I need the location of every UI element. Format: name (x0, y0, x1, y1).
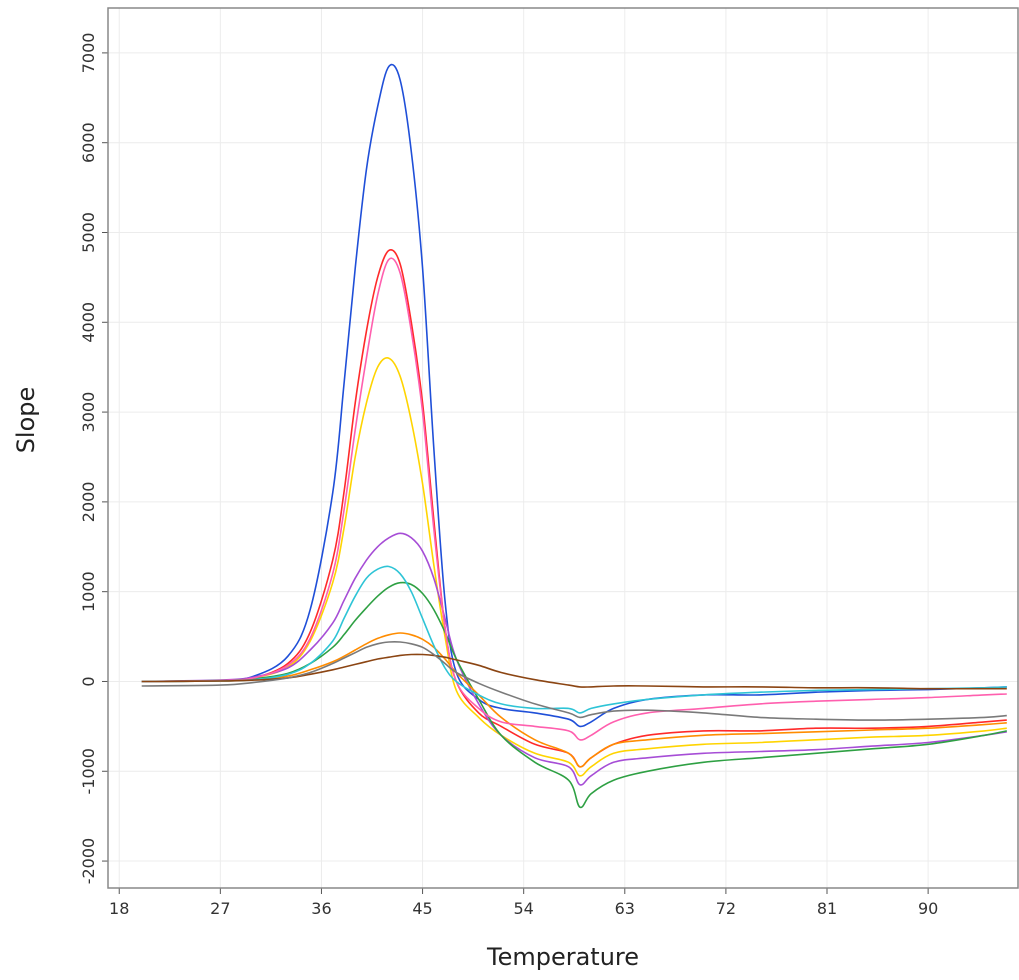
y-tick-label: 0 (79, 676, 98, 686)
y-axis-title: Slope (12, 387, 40, 454)
x-tick-label: 72 (716, 899, 736, 918)
series-line (141, 653, 1007, 690)
plot-area-frame (107, 7, 1019, 889)
series-line (141, 640, 1007, 721)
x-tick-label: 36 (311, 899, 331, 918)
y-tick-label: -2000 (79, 838, 98, 885)
grid-layer (102, 8, 1018, 894)
x-tick-label: 63 (615, 899, 635, 918)
y-tick-label: 2000 (79, 482, 98, 523)
y-tick-label: -1000 (79, 748, 98, 795)
series-line (141, 532, 1007, 786)
y-tick-labels: -2000 -1000 0 1000 2000 3000 4000 5000 6000 7000 (79, 33, 98, 885)
y-tick-label: 4000 (79, 302, 98, 343)
series-line (141, 565, 1007, 714)
x-tick-label: 54 (513, 899, 533, 918)
x-tick-label: 45 (412, 899, 432, 918)
y-tick-label: 1000 (79, 571, 98, 612)
y-tick-label: 5000 (79, 212, 98, 253)
x-tick-labels: 18 27 36 45 54 63 72 81 90 (109, 899, 938, 918)
x-tick-label: 27 (210, 899, 230, 918)
x-tick-label: 90 (918, 899, 938, 918)
y-tick-label: 3000 (79, 392, 98, 433)
x-tick-label: 81 (817, 899, 837, 918)
series-line (141, 581, 1007, 809)
series-layer (141, 63, 1007, 809)
series-line (141, 357, 1007, 777)
series-line (141, 257, 1007, 741)
series-line (141, 63, 1007, 728)
y-tick-label: 6000 (79, 122, 98, 163)
y-tick-label: 7000 (79, 33, 98, 74)
x-axis-title: Temperature (486, 943, 639, 971)
series-line (141, 632, 1007, 768)
x-tick-label: 18 (109, 899, 129, 918)
